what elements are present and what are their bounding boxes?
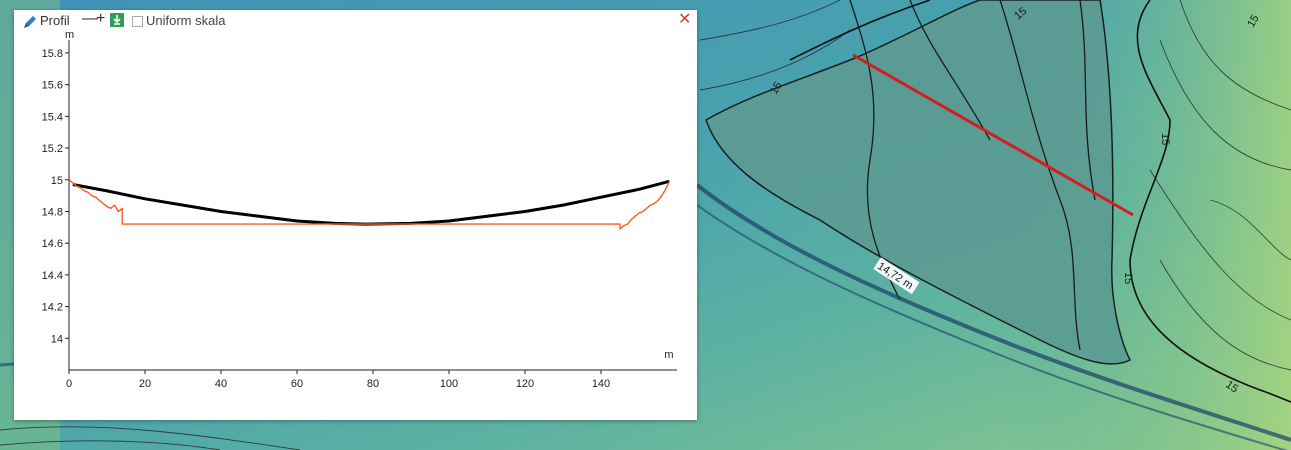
x-tick-label: 140 <box>592 378 610 390</box>
profile-panel: m m 14 14.2 14.4 14.6 14.8 15 15.2 15.4 15.6 15.8 0… <box>14 10 697 420</box>
y-tick-label: 14.2 <box>42 302 63 314</box>
profile-title: Profil <box>40 13 70 28</box>
download-icon <box>113 15 121 25</box>
profile-chart: m m 14 14.2 14.4 14.6 14.8 15 15.2 15.4 15.6 15.8 0… <box>42 29 677 390</box>
y-tick-label: 14.4 <box>42 270 63 282</box>
chart-ticks: 14 14.2 14.4 14.6 14.8 15 15.2 15.4 15.6 15.8 0 20 4… <box>42 48 611 390</box>
contour-label: 15 <box>1159 133 1171 145</box>
x-tick-label: 80 <box>367 378 379 390</box>
download-button[interactable] <box>110 13 124 27</box>
y-tick-label: 15 <box>51 175 63 187</box>
chart-series <box>68 179 671 230</box>
water-surface-series <box>72 179 670 226</box>
y-tick-label: 15.4 <box>42 111 63 123</box>
contour-label: 15 <box>1245 13 1262 30</box>
y-axis-label: m <box>65 29 74 41</box>
x-tick-label: 100 <box>440 378 458 390</box>
contour-label: 15 <box>1122 272 1134 284</box>
contour-label: 15 <box>768 80 785 97</box>
y-tick-label: 14.6 <box>42 238 63 250</box>
profile-line[interactable] <box>852 53 1134 217</box>
y-tick-label: 15.6 <box>42 80 63 92</box>
close-icon[interactable]: ✕ <box>678 11 692 28</box>
y-tick-label: 14 <box>51 333 63 345</box>
contour-labels: 15 15 15 15 15 15 <box>768 5 1262 395</box>
y-tick-label: 14.8 <box>42 206 63 218</box>
contour-label: 15 <box>1223 379 1240 396</box>
terrain-profile-series <box>68 179 671 230</box>
pencil-icon[interactable] <box>22 14 38 30</box>
lake-polygon[interactable] <box>705 0 1132 365</box>
uniform-scale-checkbox[interactable] <box>132 16 143 27</box>
uniform-scale-label[interactable]: Uniform skala <box>146 13 226 28</box>
contour-15-east <box>1129 0 1291 403</box>
x-tick-label: 40 <box>215 378 227 390</box>
x-tick-label: 20 <box>139 378 151 390</box>
x-axis-label: m <box>664 349 673 361</box>
y-tick-label: 15.2 <box>42 143 63 155</box>
contour-15-north <box>789 0 931 61</box>
zoom-out-button[interactable]: — <box>82 10 98 27</box>
x-tick-label: 0 <box>66 378 72 390</box>
x-tick-label: 60 <box>291 378 303 390</box>
zoom-in-button[interactable]: + <box>96 10 106 27</box>
y-tick-label: 15.8 <box>42 48 63 60</box>
x-tick-label: 120 <box>516 378 534 390</box>
profile-toolbar: Profil — + Uniform skala ✕ <box>14 10 697 34</box>
